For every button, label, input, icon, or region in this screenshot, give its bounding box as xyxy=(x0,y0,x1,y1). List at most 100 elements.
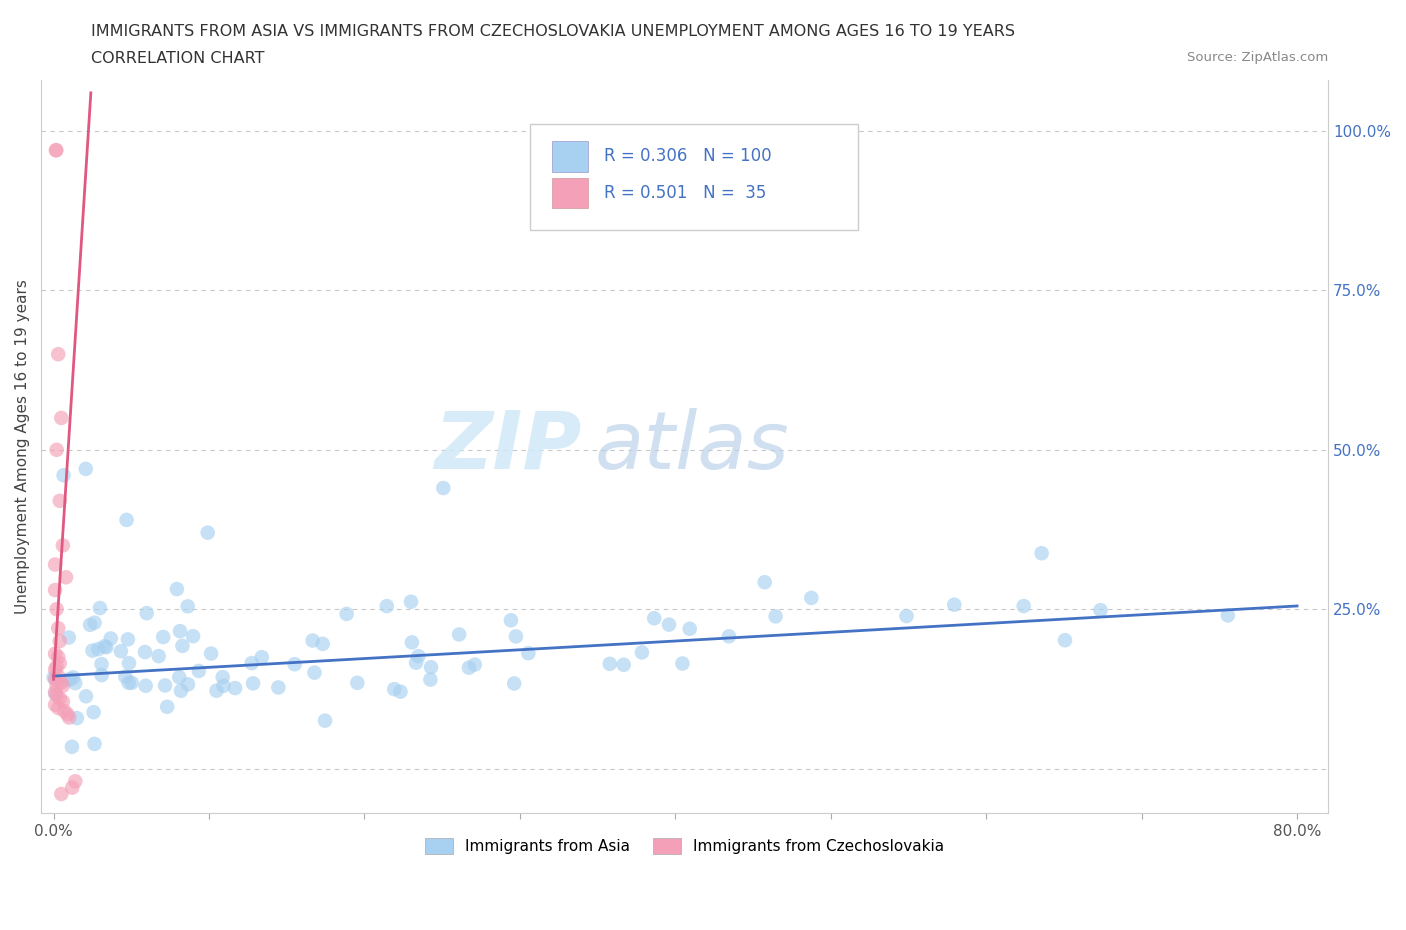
Point xyxy=(312,636,335,651)
Point xyxy=(304,665,326,680)
Point xyxy=(42,670,65,684)
Point xyxy=(1216,608,1239,623)
Text: R = 0.501   N =  35: R = 0.501 N = 35 xyxy=(603,184,766,202)
Point xyxy=(52,538,75,552)
Point xyxy=(458,660,481,675)
Point xyxy=(51,675,73,690)
Point xyxy=(375,599,398,614)
Point xyxy=(1090,603,1112,618)
Point xyxy=(754,575,776,590)
Point xyxy=(505,629,527,644)
Point xyxy=(671,656,693,671)
Point xyxy=(464,658,486,672)
Point xyxy=(170,684,193,698)
Point xyxy=(166,581,188,596)
Point xyxy=(177,677,200,692)
Point xyxy=(58,630,80,644)
Point xyxy=(52,694,75,709)
Point xyxy=(44,582,66,597)
Point xyxy=(65,774,87,789)
Point xyxy=(314,713,336,728)
Point xyxy=(45,143,67,158)
Point xyxy=(56,707,79,722)
Point xyxy=(83,616,105,631)
Point xyxy=(45,688,67,703)
Text: ZIP: ZIP xyxy=(434,407,582,485)
Point xyxy=(52,678,75,693)
Point xyxy=(167,670,190,684)
Point xyxy=(89,601,111,616)
Point xyxy=(87,642,110,657)
Point xyxy=(200,646,222,661)
Text: CORRELATION CHART: CORRELATION CHART xyxy=(91,51,264,66)
Point xyxy=(172,638,194,653)
Point xyxy=(44,557,66,572)
Point xyxy=(679,621,702,636)
FancyBboxPatch shape xyxy=(553,178,588,208)
Point xyxy=(45,443,67,458)
Point xyxy=(517,645,540,660)
Point xyxy=(499,613,522,628)
Point xyxy=(169,624,191,639)
Point xyxy=(284,657,307,671)
Point xyxy=(121,675,143,690)
Point xyxy=(51,410,73,425)
Point xyxy=(135,605,157,620)
Point xyxy=(44,646,66,661)
Point xyxy=(75,461,97,476)
Point xyxy=(93,639,115,654)
Point xyxy=(59,671,82,686)
Point xyxy=(1031,546,1053,561)
Point xyxy=(211,670,233,684)
Point xyxy=(240,656,263,671)
Point xyxy=(449,627,471,642)
Point xyxy=(117,631,139,646)
Legend: Immigrants from Asia, Immigrants from Czechoslovakia: Immigrants from Asia, Immigrants from Cz… xyxy=(419,832,950,860)
Point xyxy=(212,678,235,693)
Point xyxy=(117,675,139,690)
Point xyxy=(1012,599,1035,614)
Point xyxy=(419,672,441,687)
Point xyxy=(599,657,621,671)
Point xyxy=(717,629,740,644)
Point xyxy=(197,525,219,540)
Point xyxy=(96,640,118,655)
Point xyxy=(118,656,141,671)
Point xyxy=(83,705,105,720)
Point xyxy=(44,671,66,686)
Point xyxy=(51,787,73,802)
Point xyxy=(187,663,209,678)
Point xyxy=(75,689,97,704)
Point xyxy=(408,649,430,664)
Point xyxy=(49,493,72,508)
Point xyxy=(115,512,138,527)
Point xyxy=(432,481,454,496)
Point xyxy=(242,676,264,691)
Point xyxy=(55,570,77,585)
Point xyxy=(63,676,86,691)
Point xyxy=(153,678,176,693)
Point xyxy=(658,618,681,632)
Y-axis label: Unemployment Among Ages 16 to 19 years: Unemployment Among Ages 16 to 19 years xyxy=(15,279,30,614)
Point xyxy=(399,594,422,609)
Point xyxy=(46,669,69,684)
Point xyxy=(60,780,83,795)
Point xyxy=(45,671,67,686)
Point xyxy=(90,657,112,671)
Point xyxy=(181,629,204,644)
Point xyxy=(49,633,72,648)
Point xyxy=(1053,632,1076,647)
Point xyxy=(45,659,67,674)
Point xyxy=(631,644,654,659)
Point xyxy=(44,662,66,677)
Point xyxy=(79,618,101,632)
Point xyxy=(52,468,75,483)
Point xyxy=(46,347,69,362)
Text: Source: ZipAtlas.com: Source: ZipAtlas.com xyxy=(1188,51,1329,64)
Point xyxy=(613,658,636,672)
Point xyxy=(503,676,526,691)
Point xyxy=(114,670,136,684)
Point xyxy=(49,656,72,671)
Point xyxy=(62,670,84,684)
Text: R = 0.306   N = 100: R = 0.306 N = 100 xyxy=(603,147,770,166)
